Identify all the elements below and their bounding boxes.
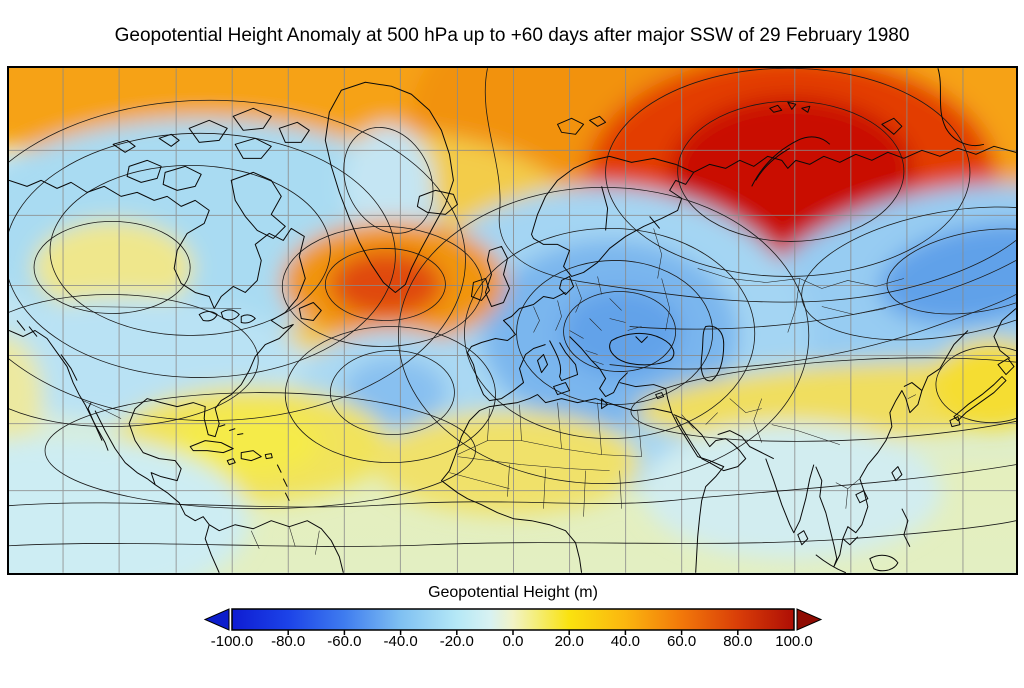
figure-title: Geopotential Height Anomaly at 500 hPa u…	[114, 25, 910, 46]
colorbar-ticks	[287, 630, 739, 635]
colorbar-tick-label: 40.0	[610, 633, 640, 650]
anomaly-map	[9, 68, 1016, 573]
colorbar-tick-label: 100.0	[775, 633, 813, 650]
coastlines	[9, 68, 1016, 573]
colorbar-gradient-bar	[231, 608, 795, 631]
colorbar	[203, 608, 823, 635]
contour-lines	[9, 68, 1016, 547]
colorbar-left-arrow-icon	[203, 608, 230, 631]
map-panel	[7, 66, 1018, 575]
colorbar-tick-label: -40.0	[383, 633, 418, 650]
colorbar-tick-label: -100.0	[210, 633, 254, 650]
anomaly-color-field	[9, 68, 1016, 573]
graticule-grid	[9, 68, 1016, 573]
colorbar-tick-label: 0.0	[502, 633, 524, 650]
colorbar-tick-label: 80.0	[723, 633, 753, 650]
colorbar-tick-label: -80.0	[271, 633, 306, 650]
colorbar-tick-label: -60.0	[327, 633, 362, 650]
colorbar-tick-label: -20.0	[439, 633, 474, 650]
country-borders	[73, 228, 917, 555]
colorbar-tick-label: 60.0	[666, 633, 697, 650]
colorbar-title: Geopotential Height (m)	[428, 584, 598, 601]
colorbar-right-arrow-icon	[796, 608, 823, 631]
colorbar-tick-label: 20.0	[554, 633, 584, 650]
colorbar-tick-labels: -100.0 -80.0 -60.0 -40.0 -20.0 0.0 20.0 40.0 60.…	[195, 633, 835, 651]
